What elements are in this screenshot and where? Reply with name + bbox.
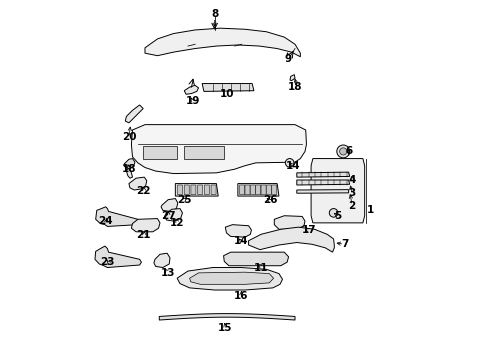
Text: 7: 7 <box>342 239 349 249</box>
Text: 6: 6 <box>345 147 352 157</box>
Polygon shape <box>145 28 300 57</box>
Polygon shape <box>248 227 334 252</box>
FancyBboxPatch shape <box>191 185 196 195</box>
FancyBboxPatch shape <box>240 185 245 195</box>
Polygon shape <box>190 272 273 284</box>
Polygon shape <box>126 168 132 178</box>
Text: 16: 16 <box>234 291 249 301</box>
Polygon shape <box>184 146 223 159</box>
Text: 15: 15 <box>218 323 233 333</box>
Polygon shape <box>175 184 218 196</box>
Circle shape <box>337 145 350 158</box>
Polygon shape <box>159 314 295 320</box>
Text: 18: 18 <box>122 164 136 174</box>
Text: 13: 13 <box>161 268 175 278</box>
Polygon shape <box>96 207 140 226</box>
Circle shape <box>329 208 338 217</box>
Polygon shape <box>143 146 177 158</box>
FancyBboxPatch shape <box>261 185 266 195</box>
Text: 3: 3 <box>348 188 356 198</box>
FancyBboxPatch shape <box>197 185 203 195</box>
Text: 4: 4 <box>348 175 356 185</box>
Text: 12: 12 <box>170 218 184 228</box>
Polygon shape <box>297 190 348 193</box>
Text: 2: 2 <box>348 201 356 211</box>
Text: 23: 23 <box>100 257 115 267</box>
Polygon shape <box>131 219 160 232</box>
Text: 14: 14 <box>286 161 300 171</box>
FancyBboxPatch shape <box>177 185 182 195</box>
Text: 18: 18 <box>288 82 302 92</box>
FancyBboxPatch shape <box>267 185 271 195</box>
Polygon shape <box>311 158 365 223</box>
Polygon shape <box>129 177 147 190</box>
Polygon shape <box>238 184 279 196</box>
Polygon shape <box>95 246 142 267</box>
Polygon shape <box>154 253 170 267</box>
Text: 26: 26 <box>263 195 277 204</box>
Polygon shape <box>223 252 289 266</box>
Text: 17: 17 <box>302 225 317 235</box>
Text: 20: 20 <box>122 132 136 142</box>
Polygon shape <box>297 172 350 177</box>
Text: 1: 1 <box>367 205 374 215</box>
Text: 25: 25 <box>177 195 192 204</box>
Polygon shape <box>165 208 182 221</box>
FancyBboxPatch shape <box>204 185 209 195</box>
Polygon shape <box>131 125 306 174</box>
Circle shape <box>340 148 347 155</box>
Text: 10: 10 <box>220 89 234 99</box>
Polygon shape <box>202 84 254 91</box>
Polygon shape <box>184 85 198 94</box>
Text: 8: 8 <box>211 9 218 19</box>
FancyBboxPatch shape <box>272 185 277 195</box>
Text: 11: 11 <box>254 262 269 273</box>
Polygon shape <box>274 216 305 229</box>
FancyBboxPatch shape <box>256 185 261 195</box>
Polygon shape <box>177 267 283 290</box>
Text: 14: 14 <box>234 236 249 246</box>
Text: 19: 19 <box>186 96 200 107</box>
Text: 21: 21 <box>136 230 150 240</box>
Polygon shape <box>124 158 135 168</box>
Text: 22: 22 <box>136 186 150 196</box>
Polygon shape <box>290 75 295 81</box>
Text: 27: 27 <box>161 211 175 221</box>
FancyBboxPatch shape <box>250 185 255 195</box>
Text: 9: 9 <box>284 54 292 64</box>
FancyBboxPatch shape <box>211 185 216 195</box>
Text: 24: 24 <box>98 216 113 226</box>
Polygon shape <box>297 180 350 185</box>
Polygon shape <box>225 225 251 237</box>
Polygon shape <box>161 199 178 211</box>
FancyBboxPatch shape <box>245 185 250 195</box>
FancyBboxPatch shape <box>184 185 189 195</box>
Polygon shape <box>125 105 143 123</box>
Circle shape <box>285 158 294 167</box>
Text: 5: 5 <box>334 211 342 221</box>
